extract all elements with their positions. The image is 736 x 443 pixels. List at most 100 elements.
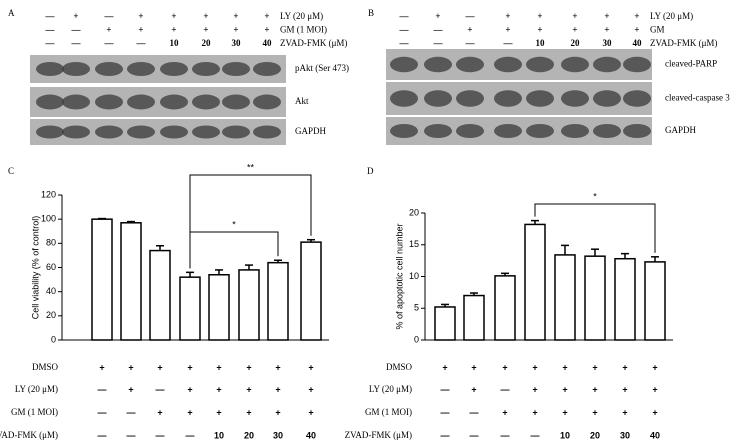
condition-sign: + <box>246 407 251 417</box>
condition-sign: 10 <box>214 430 224 440</box>
condition-label: GM (1 MOI) <box>365 407 412 417</box>
condition-label: DMSO <box>32 362 59 372</box>
blot-band <box>561 90 589 107</box>
bar <box>554 254 576 341</box>
lane-sign: — <box>399 25 410 35</box>
lane-sign: — <box>104 38 115 48</box>
blot-band <box>424 56 452 73</box>
lane-sign: 30 <box>232 38 242 48</box>
lane-sign: + <box>233 25 238 35</box>
condition-sign: + <box>562 407 567 417</box>
lane-sign: — <box>45 11 56 21</box>
lane-sign: + <box>604 11 609 21</box>
header-label: ZVAD-FMK (μM) <box>650 38 717 48</box>
condition-sign: + <box>652 407 657 417</box>
blot-band <box>62 62 90 76</box>
bar <box>120 222 142 341</box>
bar <box>267 261 289 341</box>
blot-band <box>160 62 188 76</box>
lane-sign: — <box>399 11 410 21</box>
condition-sign: 40 <box>650 430 660 440</box>
band-label: GAPDH <box>665 125 697 135</box>
condition-sign: + <box>532 362 537 372</box>
condition-sign: + <box>128 384 133 394</box>
lane-sign: 30 <box>603 38 613 48</box>
condition-sign: — <box>98 407 107 417</box>
blot-band <box>160 94 188 110</box>
panel-letter: B <box>368 8 374 18</box>
blot-band <box>494 90 522 107</box>
condition-sign: + <box>187 407 192 417</box>
lane-sign: + <box>467 25 472 35</box>
blot-band <box>62 125 90 139</box>
blot-band <box>456 56 484 73</box>
condition-sign: + <box>652 362 657 372</box>
bar <box>614 257 636 341</box>
condition-sign: + <box>622 407 627 417</box>
y-tick-label: 0 <box>414 334 419 344</box>
blot-band <box>593 124 621 138</box>
lane-sign: + <box>138 25 143 35</box>
significance-label: ** <box>247 162 255 172</box>
blot-band <box>526 90 554 107</box>
bar <box>524 223 546 341</box>
condition-sign: + <box>442 362 447 372</box>
lane-sign: + <box>171 25 176 35</box>
blot-band <box>95 62 123 76</box>
condition-sign: + <box>216 384 221 394</box>
blot-band <box>526 56 554 73</box>
condition-sign: — <box>470 407 479 417</box>
significance-label: * <box>232 219 236 229</box>
bar <box>300 241 322 341</box>
blot-band <box>561 124 589 138</box>
lane-sign: — <box>45 25 56 35</box>
condition-sign: + <box>187 384 192 394</box>
blot-band <box>561 56 589 73</box>
lane-sign: + <box>203 25 208 35</box>
condition-sign: + <box>275 362 280 372</box>
blot-band <box>95 94 123 110</box>
blot-band <box>160 125 188 139</box>
y-axis-label: % of apoptotic cell number <box>394 223 404 329</box>
band-label: Akt <box>295 96 309 106</box>
bar <box>584 255 606 341</box>
blot-band <box>623 124 651 138</box>
lane-sign: — <box>71 25 82 35</box>
condition-sign: + <box>562 362 567 372</box>
condition-sign: — <box>501 430 510 440</box>
condition-sign: — <box>186 430 195 440</box>
y-tick-label: 120 <box>41 189 56 199</box>
significance-bracket <box>189 174 312 269</box>
significance-label: * <box>593 191 597 201</box>
bar <box>463 294 485 341</box>
bar <box>149 249 171 341</box>
lane-sign: + <box>264 25 269 35</box>
blot-band <box>36 62 64 76</box>
y-tick-label: 20 <box>46 310 56 320</box>
condition-sign: + <box>308 407 313 417</box>
condition-sign: + <box>532 407 537 417</box>
lane-sign: 40 <box>263 38 273 48</box>
bar <box>494 275 516 341</box>
bar <box>208 274 230 341</box>
blot-band <box>424 124 452 138</box>
condition-sign: + <box>592 407 597 417</box>
condition-sign: 20 <box>244 430 254 440</box>
blot-band <box>127 94 155 110</box>
condition-sign: + <box>532 384 537 394</box>
blot-band <box>192 62 220 76</box>
condition-sign: — <box>98 430 107 440</box>
blot-band <box>222 62 250 76</box>
lane-sign: + <box>505 11 510 21</box>
band-label: cleaved-caspase 3 <box>665 93 730 103</box>
blot-band <box>253 125 281 139</box>
y-axis-label: Cell viability (% of control) <box>30 216 40 320</box>
condition-sign: — <box>127 407 136 417</box>
condition-sign: — <box>470 430 479 440</box>
condition-label: GM (1 MOI) <box>11 407 58 417</box>
blot-band <box>526 124 554 138</box>
header-label: LY (20 μM) <box>650 11 693 21</box>
lane-sign: + <box>604 25 609 35</box>
lane-sign: + <box>435 11 440 21</box>
